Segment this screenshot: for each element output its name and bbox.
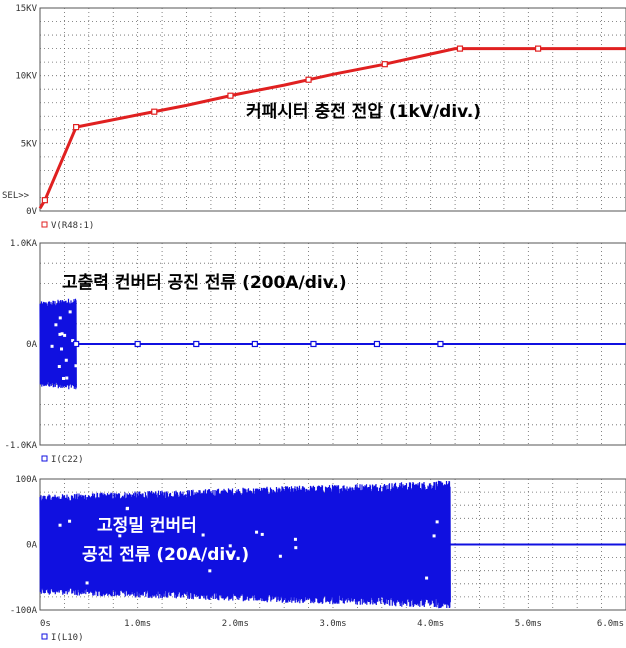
legend-marker <box>41 633 48 640</box>
sample-speck <box>68 310 72 314</box>
y-tick-label: -100A <box>10 606 38 616</box>
legend-label: I(C22) <box>51 455 84 465</box>
data-point <box>534 45 542 52</box>
data-point <box>456 45 464 52</box>
legend-label: V(R48:1) <box>51 221 94 231</box>
sample-speck <box>425 576 429 580</box>
x-tick-label: 6.0ms <box>597 619 624 629</box>
sample-speck <box>278 554 282 558</box>
x-tick-label: 1.0ms <box>124 619 151 629</box>
data-point <box>437 340 444 348</box>
data-point <box>73 340 80 348</box>
data-point <box>134 340 141 348</box>
y-tick-label: 10KV <box>15 72 37 82</box>
sample-speck <box>65 376 69 380</box>
sample-speck <box>255 530 259 534</box>
sel-marker-label: SEL>> <box>2 191 30 201</box>
sample-speck <box>54 323 58 327</box>
sample-speck <box>64 358 68 362</box>
sample-speck <box>228 544 232 548</box>
panel-2: 1.0KA 0A -1.0KA I(C22) 고출력 컨버터 공진 전류 (200A/d… <box>4 239 626 465</box>
y-tick-label: -1.0KA <box>4 441 37 451</box>
sample-speck <box>260 532 264 536</box>
annotation-text: 고정밀 컨버터 <box>97 515 197 536</box>
data-point <box>227 92 234 99</box>
sample-speck <box>60 347 64 351</box>
sample-speck <box>71 339 75 343</box>
sample-speck <box>293 537 297 541</box>
sample-speck <box>60 332 64 336</box>
legend-marker <box>41 221 48 228</box>
y-tick-label: 1.0KA <box>10 239 38 249</box>
y-tick-label: 5KV <box>21 139 38 149</box>
sample-speck <box>201 533 205 537</box>
oscillation-burst <box>39 298 77 390</box>
sample-speck <box>229 554 233 558</box>
annotation-text: 고출력 컨버터 공진 전류 (200A/div.) <box>62 273 347 293</box>
sample-speck <box>118 534 122 538</box>
sample-speck <box>57 365 61 369</box>
y-tick-label: 0V <box>26 207 37 217</box>
data-point <box>305 76 312 83</box>
x-tick-label: 5.0ms <box>515 619 542 629</box>
sample-speck <box>294 546 298 550</box>
sample-speck <box>85 581 89 585</box>
sample-speck <box>126 506 130 510</box>
sample-speck <box>74 364 78 368</box>
sample-speck <box>435 520 439 524</box>
data-point <box>373 340 381 348</box>
sample-speck <box>63 333 67 337</box>
x-tick-label: 0s <box>40 619 51 629</box>
annotation-text: 커패시터 충전 전압 (1kV/div.) <box>246 101 481 122</box>
sample-speck <box>68 519 72 523</box>
x-tick-label: 4.0ms <box>417 619 444 629</box>
data-point <box>251 340 258 348</box>
legend-label: I(L10) <box>51 633 84 643</box>
sample-speck <box>432 534 436 538</box>
y-tick-label: 100A <box>15 475 37 485</box>
x-tick-label: 2.0ms <box>222 619 249 629</box>
annotation-text: 공진 전류 (20A/div.) <box>82 545 249 565</box>
sample-speck <box>58 332 62 336</box>
y-tick-label: 0A <box>26 541 37 551</box>
panel-1: 15KV 10KV 5KV 0V SEL>> V(R48:1) 커패시터 충전 전압 (1k… <box>2 4 626 231</box>
sample-speck <box>58 523 62 527</box>
data-point <box>310 340 317 348</box>
x-tick-label: 3.0ms <box>319 619 346 629</box>
sample-speck <box>62 376 66 380</box>
legend-marker <box>41 455 48 462</box>
oscillation-burst <box>39 480 451 609</box>
data-point <box>73 123 80 131</box>
sample-speck <box>58 316 62 320</box>
data-point <box>381 61 388 68</box>
sample-speck <box>50 344 54 348</box>
plot-area <box>39 7 626 212</box>
data-point <box>151 108 158 115</box>
y-tick-label: 15KV <box>15 4 37 14</box>
data-point <box>193 340 200 348</box>
sample-speck <box>208 569 212 573</box>
y-tick-label: 0A <box>26 340 37 350</box>
data-point <box>41 197 48 204</box>
